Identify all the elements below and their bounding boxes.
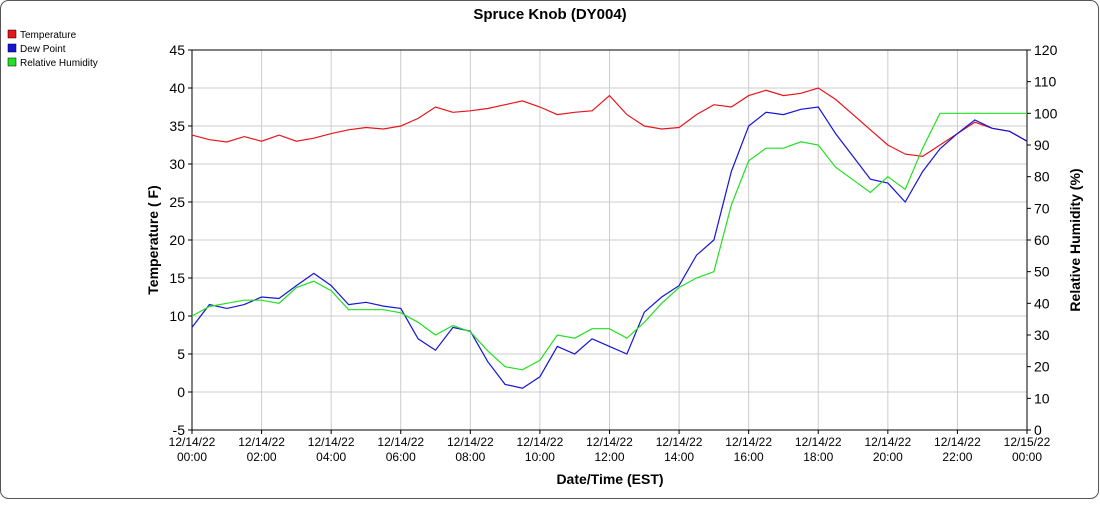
x-tick-label: 12/14/22 14:00 xyxy=(656,435,703,464)
chart-title: Spruce Knob (DY004) xyxy=(473,6,626,23)
legend-swatch xyxy=(7,29,17,39)
legend-swatch xyxy=(7,43,17,53)
y-tick-label: 30 xyxy=(169,156,185,172)
y2-tick-label: 30 xyxy=(1034,327,1050,343)
x-tick-label: 12/15/22 00:00 xyxy=(1004,435,1051,464)
x-axis-label: Date/Time (EST) xyxy=(556,471,663,487)
legend-label: Dew Point xyxy=(20,44,66,55)
y2-axis-label: Relative Humidity (%) xyxy=(1067,168,1083,311)
y2-tick-label: 20 xyxy=(1034,359,1050,375)
y2-tick-label: 110 xyxy=(1034,74,1057,90)
y2-tick-label: 0 xyxy=(1034,422,1042,438)
x-tick-label: 12/14/22 22:00 xyxy=(934,435,981,464)
legend-swatch xyxy=(7,57,17,67)
plot-border xyxy=(191,49,1028,431)
y-tick-label: 40 xyxy=(169,80,185,96)
x-tick-label: 12/14/22 10:00 xyxy=(517,435,564,464)
y-tick-label: 20 xyxy=(169,232,185,248)
series-line xyxy=(191,112,1027,371)
y2-tick-label: 100 xyxy=(1034,105,1058,121)
y2-tick-label: 70 xyxy=(1034,200,1050,216)
y-tick-label: 25 xyxy=(169,194,185,210)
x-tick-label: 12/14/22 18:00 xyxy=(795,435,842,464)
y2-tick-label: 10 xyxy=(1034,390,1050,406)
y2-tick-label: 120 xyxy=(1034,42,1058,58)
y-axis-label: Temperature ( F) xyxy=(145,185,161,294)
y-tick-label: -5 xyxy=(173,422,186,438)
y2-tick-label: 50 xyxy=(1034,264,1050,280)
x-tick-label: 12/14/22 00:00 xyxy=(169,435,216,464)
legend-label: Temperature xyxy=(20,30,77,41)
y2-tick-label: 60 xyxy=(1034,232,1050,248)
legend-label: Relative Humidity xyxy=(20,58,98,69)
x-tick-label: 12/14/22 20:00 xyxy=(864,435,911,464)
series-line xyxy=(191,87,1028,158)
x-tick-label: 12/14/22 08:00 xyxy=(447,435,494,464)
y-tick-label: 0 xyxy=(177,384,185,400)
x-tick-label: 12/14/22 16:00 xyxy=(725,435,772,464)
y2-tick-label: 80 xyxy=(1034,169,1050,185)
y-tick-label: 35 xyxy=(169,118,185,134)
y2-tick-label: 90 xyxy=(1034,137,1050,153)
x-tick-label: 12/14/22 02:00 xyxy=(238,435,285,464)
x-tick-label: 12/14/22 06:00 xyxy=(377,435,424,464)
x-tick-label: 12/14/22 04:00 xyxy=(308,435,355,464)
series-line xyxy=(191,106,1028,389)
y-tick-label: 15 xyxy=(169,270,185,286)
y-tick-label: 45 xyxy=(169,42,185,58)
y-tick-label: 5 xyxy=(177,346,185,362)
y-tick-label: 10 xyxy=(169,308,185,324)
y2-tick-label: 40 xyxy=(1034,295,1050,311)
x-tick-label: 12/14/22 12:00 xyxy=(586,435,633,464)
